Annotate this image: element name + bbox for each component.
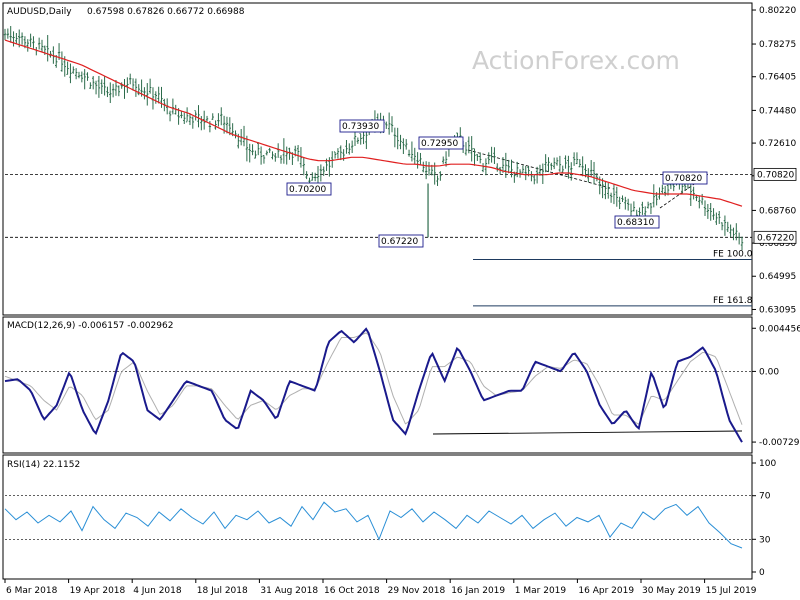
price-annotation-label: 0.73930 bbox=[342, 122, 379, 132]
date-label: 31 Aug 2018 bbox=[260, 586, 318, 596]
rsi-panel-frame bbox=[2, 454, 753, 580]
price-annotation-label: 0.68310 bbox=[617, 218, 654, 228]
macd-signal-line bbox=[4, 332, 743, 425]
fib-label: FE 100.0 bbox=[713, 250, 753, 260]
macd-tick-label: 0.004456 bbox=[759, 324, 800, 334]
symbol-label: AUDUSD,Daily bbox=[7, 7, 72, 17]
price-annotation-box bbox=[378, 234, 424, 248]
trendline-upper bbox=[467, 149, 611, 189]
fibonacci-levels: FE 100.0 FE 161.8 bbox=[473, 250, 753, 307]
price-tick-label: 0.63095 bbox=[759, 305, 796, 315]
macd-tick-label: -0.007298 bbox=[759, 438, 800, 448]
rsi-panel: RSI(14) 22.1152 100 70 30 0 bbox=[2, 454, 776, 580]
price-panel-frame bbox=[2, 2, 753, 316]
level-box bbox=[753, 167, 797, 181]
price-tick-label: 0.72610 bbox=[759, 139, 796, 149]
date-label: 4 Jun 2018 bbox=[133, 586, 182, 596]
price-annotation-box bbox=[418, 136, 464, 150]
price-annotation-box bbox=[339, 119, 385, 133]
level-label: 0.70820 bbox=[757, 170, 794, 180]
price-annotation-box bbox=[614, 215, 660, 229]
date-label: 16 Apr 2019 bbox=[578, 586, 634, 596]
moving-average-line bbox=[4, 39, 743, 207]
price-tick-label: 0.74480 bbox=[759, 106, 796, 116]
horizontal-levels: 0.70820 0.67220 bbox=[5, 167, 797, 244]
macd-title: MACD(12,26,9) -0.006157 -0.002962 bbox=[7, 321, 173, 331]
macd-panel: MACD(12,26,9) -0.006157 -0.002962 0.0044… bbox=[2, 316, 800, 454]
date-label: 29 Nov 2018 bbox=[388, 586, 446, 596]
price-annotation-label: 0.70200 bbox=[289, 185, 326, 195]
level-label: 0.67220 bbox=[757, 233, 794, 243]
ohlc-values: 0.67598 0.67826 0.66772 0.66988 bbox=[87, 7, 245, 17]
macd-axis: 0.004456 0.00 -0.007298 bbox=[5, 324, 800, 448]
fib-label: FE 161.8 bbox=[713, 296, 753, 306]
date-label: 16 Jan 2019 bbox=[451, 586, 505, 596]
level-box bbox=[753, 230, 797, 244]
rsi-tick-label: 0 bbox=[759, 568, 765, 578]
macd-line bbox=[4, 327, 743, 443]
date-axis: 6 Mar 2018 19 Apr 2018 4 Jun 2018 18 Jul 20… bbox=[4, 579, 757, 596]
date-label: 6 Mar 2018 bbox=[6, 586, 58, 596]
price-tick-label: 0.64995 bbox=[759, 272, 796, 282]
macd-panel-frame bbox=[2, 316, 753, 454]
rsi-tick-label: 100 bbox=[759, 459, 776, 469]
price-annotation-label: 0.72950 bbox=[421, 139, 458, 149]
macd-trendline bbox=[432, 430, 743, 435]
rsi-tick-label: 70 bbox=[759, 492, 771, 502]
date-label: 16 Oct 2018 bbox=[324, 586, 380, 596]
price-annotations: 0.73930 0.70200 0.72950 0.67220 0.70820 0.683… bbox=[286, 119, 708, 248]
price-tick-label: 0.68760 bbox=[759, 206, 796, 216]
price-annotation-label: 0.70820 bbox=[665, 174, 702, 184]
rsi-title: RSI(14) 22.1152 bbox=[7, 460, 80, 470]
price-annotation-box bbox=[286, 182, 332, 196]
price-annotation-box bbox=[662, 171, 708, 185]
price-tick-label: 0.66890 bbox=[759, 239, 796, 249]
watermark: ActionForex.com bbox=[472, 46, 680, 75]
rsi-line bbox=[4, 501, 743, 549]
date-label: 1 Mar 2019 bbox=[515, 586, 567, 596]
date-label: 19 Apr 2018 bbox=[70, 586, 126, 596]
trendlines bbox=[467, 149, 701, 209]
macd-tick-label: 0.00 bbox=[759, 367, 779, 377]
price-tick-label: 0.78275 bbox=[759, 40, 796, 50]
date-label: 15 Jul 2019 bbox=[706, 586, 757, 596]
date-label: 30 May 2019 bbox=[642, 586, 701, 596]
price-annotation-label: 0.67220 bbox=[381, 237, 418, 247]
rsi-tick-label: 30 bbox=[759, 535, 771, 545]
price-tick-label: 0.80220 bbox=[759, 6, 796, 16]
date-label: 18 Jul 2018 bbox=[197, 586, 248, 596]
price-panel: AUDUSD,Daily 0.67598 0.67826 0.66772 0.6… bbox=[2, 2, 797, 316]
price-tick-label: 0.76405 bbox=[759, 73, 796, 83]
trendline-lower bbox=[659, 179, 701, 209]
